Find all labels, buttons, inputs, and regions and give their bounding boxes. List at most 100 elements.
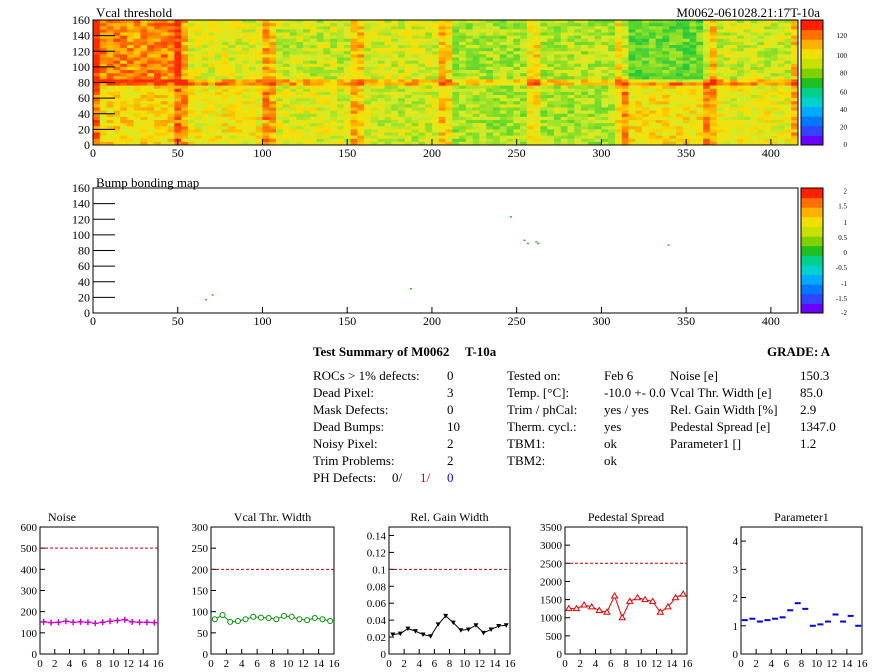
heatmap-cell xyxy=(499,113,507,118)
map2-points xyxy=(204,216,670,301)
heatmap-cell xyxy=(669,88,677,93)
heatmap-cell xyxy=(140,32,148,36)
heatmap-cell xyxy=(316,32,324,36)
heatmap-cell xyxy=(242,79,250,83)
heatmap-cell xyxy=(343,48,351,52)
heatmap-cell xyxy=(154,54,162,58)
heatmap-cell xyxy=(174,79,182,83)
heatmap-cell xyxy=(133,91,141,96)
heatmap-cell xyxy=(784,85,792,90)
heatmap-cell xyxy=(174,63,182,68)
heatmap-cell xyxy=(648,82,656,86)
heatmap-cell xyxy=(181,51,189,55)
heatmap-cell xyxy=(208,48,216,52)
heatmap-cell xyxy=(160,104,168,108)
heatmap-cell xyxy=(465,107,473,111)
heatmap-cell xyxy=(303,41,311,46)
heatmap-cell xyxy=(330,129,338,133)
heatmap-cell xyxy=(574,88,582,93)
heatmap-cell xyxy=(276,60,284,65)
heatmap-cell xyxy=(784,26,792,30)
heatmap-cell xyxy=(723,101,731,105)
heatmap-cell xyxy=(730,76,738,80)
heatmap-cell xyxy=(418,126,426,130)
heatmap-cell xyxy=(99,132,107,136)
heatmap-cell xyxy=(567,138,575,143)
heatmap-cell xyxy=(106,48,114,52)
heatmap-cell xyxy=(465,35,473,40)
heatmap-cell xyxy=(411,91,419,96)
heatmap-cell xyxy=(235,98,243,102)
heatmap-cell xyxy=(567,63,575,68)
heatmap-cell xyxy=(614,101,623,105)
heatmap-cell xyxy=(608,132,616,136)
heatmap-cell xyxy=(479,113,487,118)
heatmap-cell xyxy=(662,135,670,140)
heatmap-cell xyxy=(608,107,616,111)
heatmap-cell xyxy=(601,29,609,33)
heatmap-cell xyxy=(594,88,602,93)
heatmap-cell xyxy=(621,54,629,58)
heatmap-cell xyxy=(269,110,277,115)
palette-band xyxy=(801,236,823,247)
heatmap-cell xyxy=(289,60,297,65)
y-tick-label: 60 xyxy=(78,91,90,105)
heatmap-cell xyxy=(486,110,494,115)
heatmap-cell xyxy=(289,98,297,102)
heatmap-cell xyxy=(736,20,745,24)
heatmap-cell xyxy=(520,113,528,118)
heatmap-cell xyxy=(574,73,582,77)
heatmap-cell xyxy=(689,91,697,96)
heatmap-cell xyxy=(330,20,338,24)
heatmap-cell xyxy=(764,126,772,130)
palette-band xyxy=(801,264,823,276)
heatmap-cell xyxy=(262,73,270,77)
heatmap-cell xyxy=(675,113,684,118)
heatmap-cell xyxy=(187,132,195,136)
heatmap-cell xyxy=(269,23,277,27)
heatmap-cell xyxy=(791,101,799,105)
heatmap-cell xyxy=(764,38,772,43)
heatmap-cell xyxy=(764,76,772,80)
heatmap-cell xyxy=(215,110,223,115)
heatmap-cell xyxy=(506,29,514,33)
heatmap-cell xyxy=(587,54,595,58)
heatmap-cell xyxy=(154,51,162,55)
palette-band xyxy=(801,303,823,314)
heatmap-cell xyxy=(303,120,311,124)
heatmap-cell xyxy=(418,113,426,118)
heatmap-cell xyxy=(201,110,209,115)
heatmap-cell xyxy=(655,138,663,143)
heatmap-cell xyxy=(709,63,717,68)
heatmap-cell xyxy=(323,101,331,105)
heatmap-cell xyxy=(499,91,507,96)
heatmap-cell xyxy=(553,101,562,105)
heatmap-cell xyxy=(757,26,765,30)
heatmap-cell xyxy=(187,129,195,133)
heatmap-cell xyxy=(398,45,406,49)
heatmap-cell xyxy=(133,63,141,68)
heatmap-cell xyxy=(282,35,290,40)
heatmap-cell xyxy=(296,48,304,52)
heatmap-cell xyxy=(669,41,677,46)
heatmap-cell xyxy=(418,38,426,43)
heatmap-cell xyxy=(581,141,589,146)
heatmap-cell xyxy=(764,123,772,127)
heatmap-cell xyxy=(350,54,358,58)
heatmap-cell xyxy=(187,76,195,80)
data-point xyxy=(40,618,47,625)
heatmap-cell xyxy=(730,51,738,55)
heatmap-cell xyxy=(160,23,168,27)
heatmap-cell xyxy=(730,91,738,96)
heatmap-cell xyxy=(113,110,121,115)
heatmap-cell xyxy=(126,38,134,43)
heatmap-cell xyxy=(567,51,575,55)
heatmap-cell xyxy=(113,116,121,121)
heatmap-cell xyxy=(303,63,311,68)
heatmap-cell xyxy=(642,41,650,46)
x-tick-label: 12 xyxy=(826,658,837,670)
heatmap-cell xyxy=(526,76,534,80)
heatmap-cell xyxy=(777,135,785,140)
heatmap-cell xyxy=(608,66,616,71)
heatmap-cell xyxy=(791,60,799,65)
